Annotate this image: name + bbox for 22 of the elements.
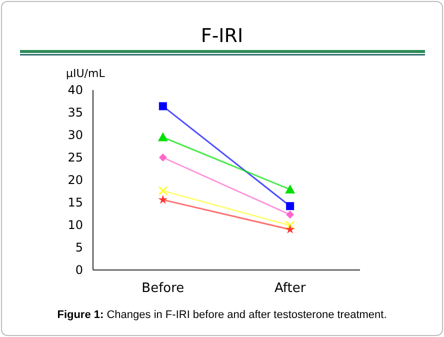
point (285, 224, 295, 234)
point (286, 202, 294, 210)
point (286, 210, 294, 219)
caption: Figure 1: Changes in F-IRI before and after testosterone treatment. (57, 309, 387, 321)
point (158, 186, 168, 196)
point (158, 194, 168, 204)
y-tick-label: 10 (68, 218, 83, 232)
y-tick-label: 30 (68, 128, 83, 142)
y-tick-label: 0 (75, 263, 83, 278)
point (285, 220, 295, 230)
point (158, 154, 167, 162)
chart-title: F-IRI (200, 25, 244, 47)
y-tick-label: 5 (75, 240, 83, 255)
y-tick-label: 15 (68, 196, 83, 210)
y-tick-label: 25 (68, 150, 83, 165)
y-tick-label: 40 (68, 83, 83, 98)
y-tick-label: 35 (68, 106, 83, 120)
x-tick-label: Before (142, 281, 184, 296)
y-axis-title: µIU/mL (66, 67, 106, 80)
y-tick-label: 20 (68, 173, 83, 188)
point (158, 102, 167, 110)
x-tick-label: After (274, 281, 306, 296)
